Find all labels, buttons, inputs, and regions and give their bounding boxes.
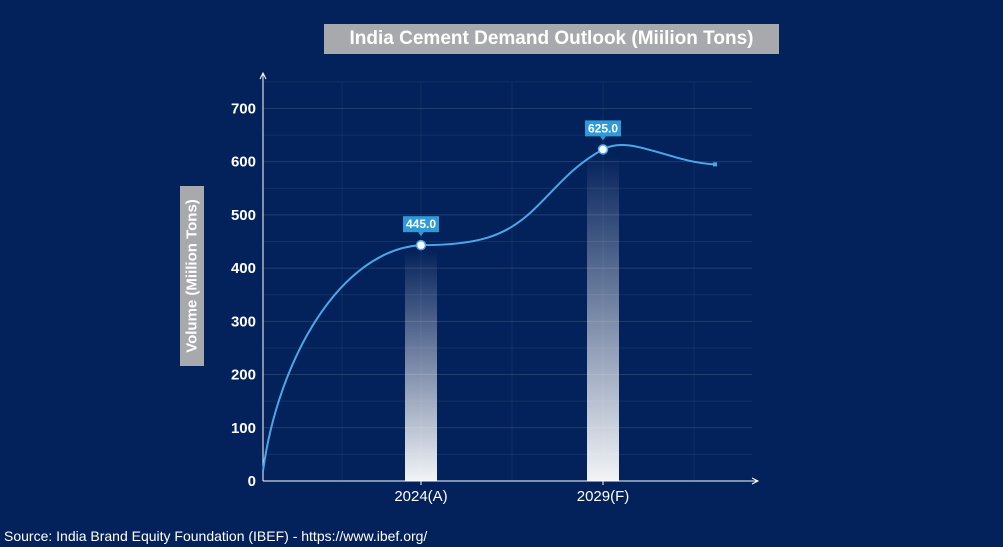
y-tick-label: 100 bbox=[231, 420, 256, 437]
series-line bbox=[262, 144, 716, 472]
y-axis-arrow bbox=[259, 71, 267, 80]
data-point-2 bbox=[597, 144, 609, 155]
data-label-pointer bbox=[600, 136, 606, 141]
series-end-marker bbox=[713, 162, 717, 167]
x-tick-label: 2029(F) bbox=[577, 488, 630, 505]
y-tick-label: 300 bbox=[231, 313, 256, 330]
y-tick-label: 200 bbox=[231, 367, 256, 384]
x-tick-label: 2024(A) bbox=[394, 488, 447, 505]
y-tick-label: 0 bbox=[248, 473, 256, 490]
data-label: 445.0 bbox=[406, 217, 436, 231]
y-axis-label: Volume (Miilion Tons) bbox=[183, 199, 201, 353]
data-label-box bbox=[585, 120, 621, 137]
data-label-pointer bbox=[418, 232, 424, 237]
y-tick-label: 400 bbox=[231, 260, 256, 277]
bar-glow-2 bbox=[587, 154, 619, 481]
x-axis-arrow bbox=[751, 477, 760, 485]
y-tick-label: 600 bbox=[231, 154, 256, 171]
y-tick-label: 700 bbox=[231, 100, 256, 117]
data-point-1 bbox=[415, 239, 427, 251]
source-note: Source: India Brand Equity Foundation (I… bbox=[4, 528, 428, 544]
y-axis-label-box: Volume (Miilion Tons) bbox=[180, 186, 204, 366]
data-label: 625.0 bbox=[588, 121, 618, 135]
chart-title: India Cement Demand Outlook (Miilion Ton… bbox=[324, 24, 779, 54]
bar-glow-1 bbox=[405, 250, 437, 481]
data-label-box bbox=[403, 216, 439, 233]
y-tick-label: 500 bbox=[231, 207, 256, 224]
